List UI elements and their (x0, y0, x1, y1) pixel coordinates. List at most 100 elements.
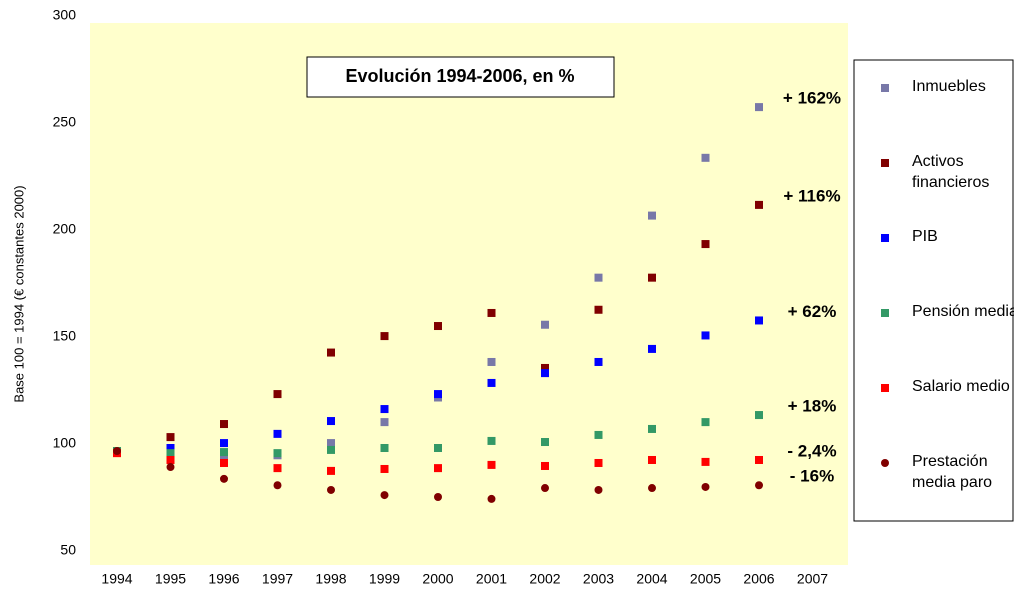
point (220, 458, 228, 467)
annotation: + 162% (783, 89, 841, 108)
point (541, 438, 549, 447)
legend-marker (881, 84, 889, 92)
point (327, 417, 335, 426)
point (380, 491, 389, 500)
point (755, 455, 763, 464)
point (434, 493, 442, 502)
x-tick-label: 2005 (690, 571, 721, 587)
point (327, 485, 335, 494)
point (380, 464, 389, 473)
point (594, 485, 603, 494)
point (220, 448, 228, 457)
point (701, 482, 710, 491)
point (541, 363, 549, 372)
point (594, 273, 603, 282)
point (701, 457, 710, 466)
y-tick-label: 200 (53, 221, 77, 237)
point (541, 369, 549, 378)
point (648, 455, 656, 464)
point (166, 444, 175, 453)
point (541, 461, 549, 470)
annotation: - 2,4% (787, 441, 836, 460)
legend-marker (881, 159, 889, 167)
legend-label: Salario medio (912, 378, 1010, 395)
x-tick-label: 1996 (208, 571, 239, 587)
point (487, 357, 496, 366)
point (220, 420, 228, 429)
legend-label: Inmuebles (912, 78, 986, 95)
point (648, 424, 656, 433)
point (487, 460, 496, 469)
point (701, 418, 710, 427)
point (487, 494, 496, 503)
point (541, 320, 549, 329)
point (487, 308, 496, 317)
point (273, 390, 282, 399)
y-tick-label: 150 (53, 328, 77, 344)
point (648, 211, 656, 220)
x-tick-label: 2004 (636, 571, 667, 587)
point (273, 481, 282, 490)
point (701, 153, 710, 162)
point (380, 444, 389, 453)
point (327, 445, 335, 454)
plot-area (90, 23, 848, 565)
x-tick-label: 1995 (155, 571, 186, 587)
x-tick-label: 2000 (422, 571, 453, 587)
annotation: + 116% (783, 186, 840, 205)
annotation: + 18% (788, 397, 837, 416)
legend-box (853, 59, 1014, 522)
point (166, 433, 175, 442)
point (166, 455, 175, 464)
point (220, 439, 228, 448)
point (434, 464, 442, 473)
x-tick-label: 1999 (369, 571, 400, 587)
point (487, 436, 496, 445)
point (755, 103, 763, 112)
x-tick-label: 2003 (583, 571, 614, 587)
point (701, 240, 710, 249)
x-tick-label: 2002 (529, 571, 560, 587)
point (327, 439, 335, 448)
y-tick-label: 50 (60, 542, 76, 558)
point (113, 447, 121, 455)
point (273, 449, 282, 458)
legend-label: PIB (912, 228, 938, 245)
point (755, 411, 763, 420)
legend-label: Activos financieros (912, 153, 990, 191)
point (594, 305, 603, 314)
legend-label: Pensión media (912, 303, 1014, 320)
x-tick-label: 2006 (743, 571, 774, 587)
point (166, 449, 175, 458)
legend-marker (881, 234, 889, 242)
point (327, 466, 335, 475)
point (434, 390, 442, 399)
legend-label: Prestación media paro (912, 453, 993, 491)
legend-marker (881, 384, 889, 392)
x-tick-label: 1997 (262, 571, 293, 587)
y-tick-label: 250 (53, 114, 77, 130)
point (487, 378, 496, 387)
chart-title: Evolución 1994-2006, en % (345, 66, 574, 86)
point (648, 484, 656, 493)
point (166, 463, 175, 472)
point (273, 429, 282, 438)
point (594, 430, 603, 439)
annotation: + 62% (788, 302, 837, 321)
point (220, 474, 228, 483)
point (755, 481, 763, 490)
point (648, 344, 656, 353)
x-tick-label: 2001 (476, 571, 507, 587)
point (273, 464, 282, 473)
point (327, 348, 335, 357)
y-tick-label: 100 (53, 435, 77, 451)
point (380, 405, 389, 414)
x-tick-label: 2007 (797, 571, 828, 587)
x-tick-label: 1998 (315, 571, 346, 587)
legend-marker (881, 309, 889, 317)
point (701, 331, 710, 340)
point (220, 453, 228, 462)
point (541, 484, 549, 493)
